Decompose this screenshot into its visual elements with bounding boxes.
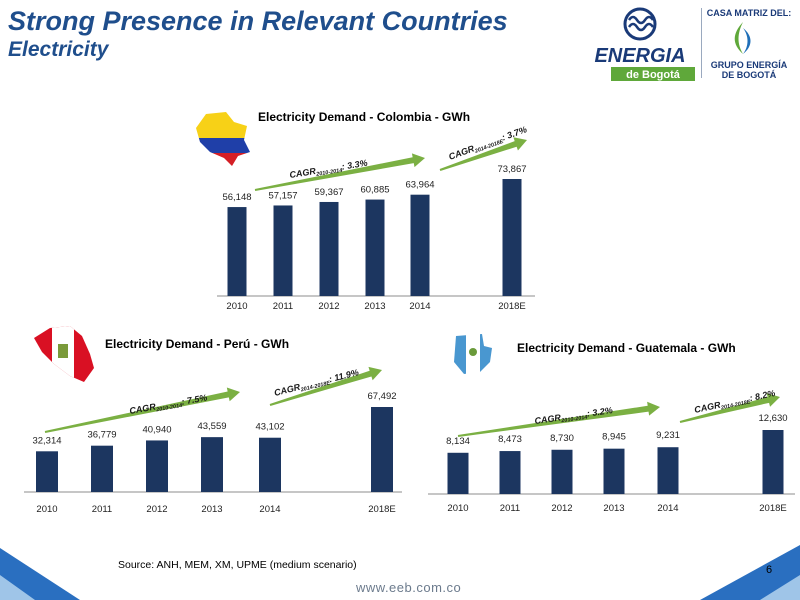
energia-brand-text: ENERGIA [594,45,685,67]
bar-value-label: 60,885 [360,185,389,196]
bottom-left-triangle [0,548,80,600]
cagr-arrow [269,366,382,406]
bar-value-label: 43,102 [255,422,284,433]
cagr-arrow [679,393,780,423]
x-tick-label: 2012 [146,504,167,515]
x-tick-label: 2010 [36,504,57,515]
cagr-arrow [44,387,240,433]
bar-2014 [410,194,430,296]
bar-2014 [259,437,281,492]
x-tick-label: 2014 [259,504,280,515]
bar-value-label: 8,945 [602,432,626,443]
casa-matriz-label: CASA MATRIZ DEL: [706,8,792,18]
chart-title-guatemala: Electricity Demand - Guatemala - GWh [517,341,736,355]
page-number: 6 [766,564,773,576]
x-tick-label: 2018E [368,504,395,515]
source-note: Source: ANH, MEM, XM, UPME (medium scena… [118,559,357,571]
colombia-map-icon [196,112,250,166]
x-tick-label: 2012 [318,301,339,312]
bar-value-label: 32,314 [32,435,61,446]
cagr-arrow [439,137,527,171]
bar-2014 [657,447,679,494]
bottom-right-triangle [700,545,800,600]
bottom-left-triangle-light [0,575,35,600]
bar-2013 [365,199,385,296]
slide-title: Strong Presence in Relevant Countries [8,6,508,36]
grupo-line-1: GRUPO ENERGÍA [710,60,788,70]
bar-2012 [146,440,168,492]
bar-value-label: 43,559 [197,421,226,432]
cagr-label: CAGR2010-2014: 7.5% [129,392,209,418]
bar-value-label: 56,148 [222,192,251,203]
bar-2011 [499,451,521,494]
bar-value-label: 8,134 [446,436,470,447]
bar-2011 [273,205,293,296]
bottom-right-triangle-light [760,575,800,600]
x-tick-label: 2012 [551,503,572,514]
bar-value-label: 8,473 [498,434,522,445]
x-tick-label: 2014 [409,301,430,312]
bar-2013 [201,437,223,492]
bar-2010 [227,207,247,296]
bar-value-label: 8,730 [550,433,574,444]
chart-title-colombia: Electricity Demand - Colombia - GWh [258,110,471,124]
bar-value-label: 36,779 [87,430,116,441]
x-tick-label: 2010 [226,301,247,312]
bar-value-label: 73,867 [497,164,526,175]
chart-title-peru: Electricity Demand - Perú - GWh [105,337,290,351]
bar-2010 [36,451,58,492]
grupo-energia-label: GRUPO ENERGÍA DE BOGOTÁ [704,60,794,80]
x-tick-label: 2010 [447,503,468,514]
x-tick-label: 2018E [759,503,786,514]
bar-2011 [91,445,113,492]
logo-divider [701,8,702,78]
cagr-label: CAGR2010-2014: 3.2% [534,405,614,428]
bar-value-label: 9,231 [656,430,680,441]
x-tick-label: 2013 [603,503,624,514]
x-tick-label: 2011 [273,301,293,312]
bar-value-label: 12,630 [758,413,787,424]
bar-2018E [371,407,393,492]
bar-value-label: 63,964 [405,180,434,191]
peru-map-icon [34,326,94,382]
bar-2012 [319,201,339,296]
bar-value-label: 59,367 [314,187,343,198]
x-tick-label: 2013 [364,301,385,312]
slide-subtitle: Electricity [8,38,109,61]
cagr-label: CAGR2010-2014: 3.3% [289,158,369,182]
bar-value-label: 57,157 [268,190,297,201]
guatemala-map-icon [454,334,492,374]
bar-value-label: 67,492 [367,391,396,402]
cagr-arrow [254,153,425,191]
x-tick-label: 2011 [500,503,520,514]
x-tick-label: 2011 [92,504,112,515]
energia-logo-icon: ENERGIA de Bogotá [583,7,698,81]
bar-2018E [502,179,522,296]
bar-2012 [551,449,573,494]
bar-2013 [603,448,625,494]
bar-2010 [447,452,469,494]
bar-2018E [762,430,784,494]
x-tick-label: 2018E [498,301,525,312]
website-url: www.eeb.com.co [356,580,462,595]
grupo-line-2: DE BOGOTÁ [721,70,777,80]
cagr-arrow [457,401,660,437]
x-tick-label: 2013 [201,504,222,515]
bar-value-label: 40,940 [142,424,171,435]
grupo-energia-icon [734,22,751,54]
energia-brand-subtext: de Bogotá [626,69,681,81]
x-tick-label: 2014 [657,503,678,514]
